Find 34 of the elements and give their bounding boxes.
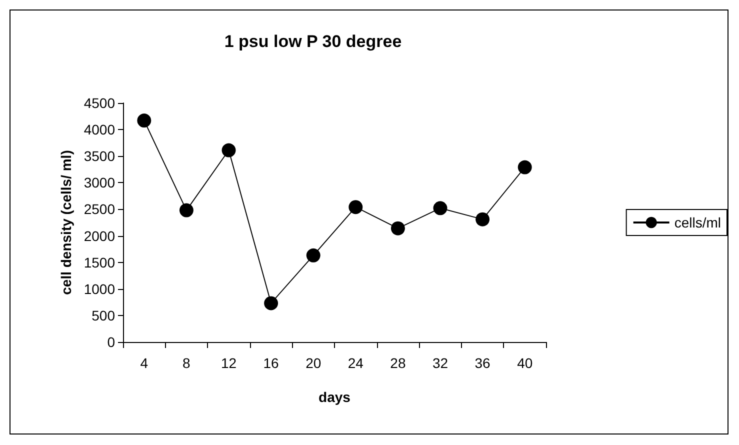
- y-tick-label: 0: [107, 334, 116, 350]
- point: [137, 114, 152, 128]
- y-axis-title: cell density (cells/ ml): [58, 150, 74, 295]
- point: [306, 248, 320, 262]
- x-tick-label: 20: [306, 355, 322, 371]
- x-tick-label: 32: [432, 355, 448, 371]
- x-axis-title: days: [318, 389, 351, 405]
- x-tick-label: 24: [348, 355, 364, 371]
- y-tick-label: 4000: [84, 122, 116, 138]
- legend-label: cells/ml: [674, 214, 722, 230]
- x-tick-label: 36: [474, 355, 491, 371]
- y-tick-label: 3000: [84, 174, 116, 191]
- x-tick-label: 4: [140, 355, 148, 371]
- point: [476, 212, 490, 226]
- x-tick-label: 28: [390, 355, 406, 371]
- point: [348, 200, 363, 214]
- x-tick-label: 8: [182, 355, 191, 371]
- point: [433, 201, 448, 216]
- y-tick-label: 4500: [84, 95, 116, 111]
- y-tick-label: 3500: [84, 148, 116, 164]
- point: [179, 203, 194, 218]
- y-tick-label: 1500: [84, 254, 116, 270]
- point: [264, 296, 278, 310]
- x-tick-label: 40: [517, 355, 533, 371]
- x-tick-label: 16: [263, 355, 280, 371]
- y-tick-label: 2500: [84, 201, 116, 218]
- y-tick-label: 2000: [84, 228, 116, 244]
- y-tick-label: 500: [92, 307, 116, 324]
- chart-title: 1 psu low P 30 degree: [224, 32, 402, 51]
- point: [222, 143, 236, 158]
- x-tick-label: 12: [220, 355, 237, 371]
- point: [518, 160, 532, 174]
- point: [390, 221, 405, 236]
- y-tick-label: 1000: [84, 280, 116, 297]
